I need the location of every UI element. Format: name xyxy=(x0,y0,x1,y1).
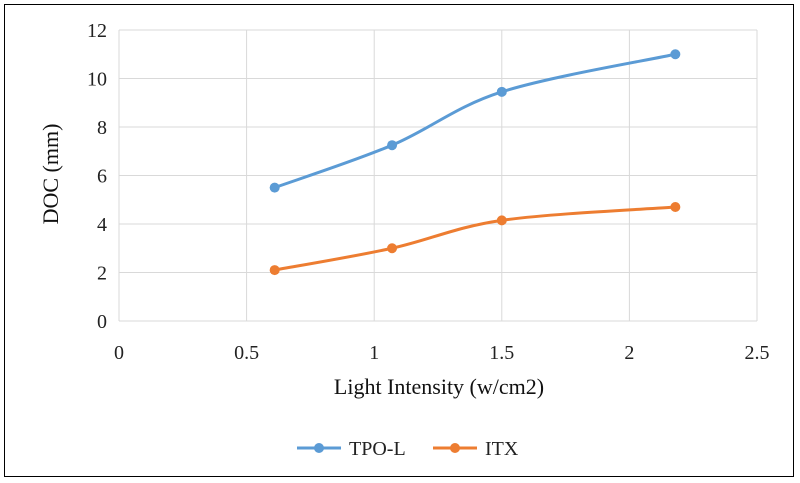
y-tick-label: 0 xyxy=(97,311,107,333)
x-tick-label: 0 xyxy=(114,342,124,364)
data-point-tpo-l xyxy=(670,49,681,60)
legend-label-itx: ITX xyxy=(485,438,519,460)
x-tick-label: 2.5 xyxy=(745,342,770,364)
x-tick-label: 0.5 xyxy=(234,342,259,364)
y-tick-label: 4 xyxy=(97,214,107,236)
grid-lines xyxy=(118,29,758,322)
x-tick-labels: 0 0.5 1 1.5 2 2.5 xyxy=(114,342,770,364)
chart-frame xyxy=(4,4,794,477)
y-axis-title: DOC (mm) xyxy=(38,124,63,225)
legend-swatch-marker-itx xyxy=(450,443,460,453)
legend-label-tpo-l: TPO-L xyxy=(349,438,406,460)
series-lines xyxy=(269,49,681,276)
x-tick-label: 1 xyxy=(369,342,379,364)
y-tick-label: 12 xyxy=(87,20,107,42)
data-point-itx xyxy=(670,202,681,213)
data-point-itx xyxy=(387,243,398,254)
x-axis-title: Light Intensity (w/cm2) xyxy=(334,374,544,399)
data-point-itx xyxy=(269,265,280,276)
data-point-tpo-l xyxy=(496,86,507,97)
x-tick-label: 1.5 xyxy=(489,342,514,364)
y-tick-label: 2 xyxy=(97,263,107,285)
legend-swatch-marker-tpo-l xyxy=(314,443,324,453)
data-point-tpo-l xyxy=(269,182,280,193)
x-tick-label: 2 xyxy=(624,342,634,364)
series-line-tpo-l xyxy=(274,52,676,190)
legend: TPO-L ITX xyxy=(297,438,519,460)
y-tick-label: 10 xyxy=(87,69,107,91)
y-tick-label: 6 xyxy=(97,166,107,188)
y-tick-label: 8 xyxy=(97,117,107,139)
series-line-itx xyxy=(274,205,676,272)
data-point-itx xyxy=(496,215,507,226)
data-point-tpo-l xyxy=(387,140,398,151)
y-tick-labels: 0 2 4 6 8 10 12 xyxy=(87,20,107,333)
